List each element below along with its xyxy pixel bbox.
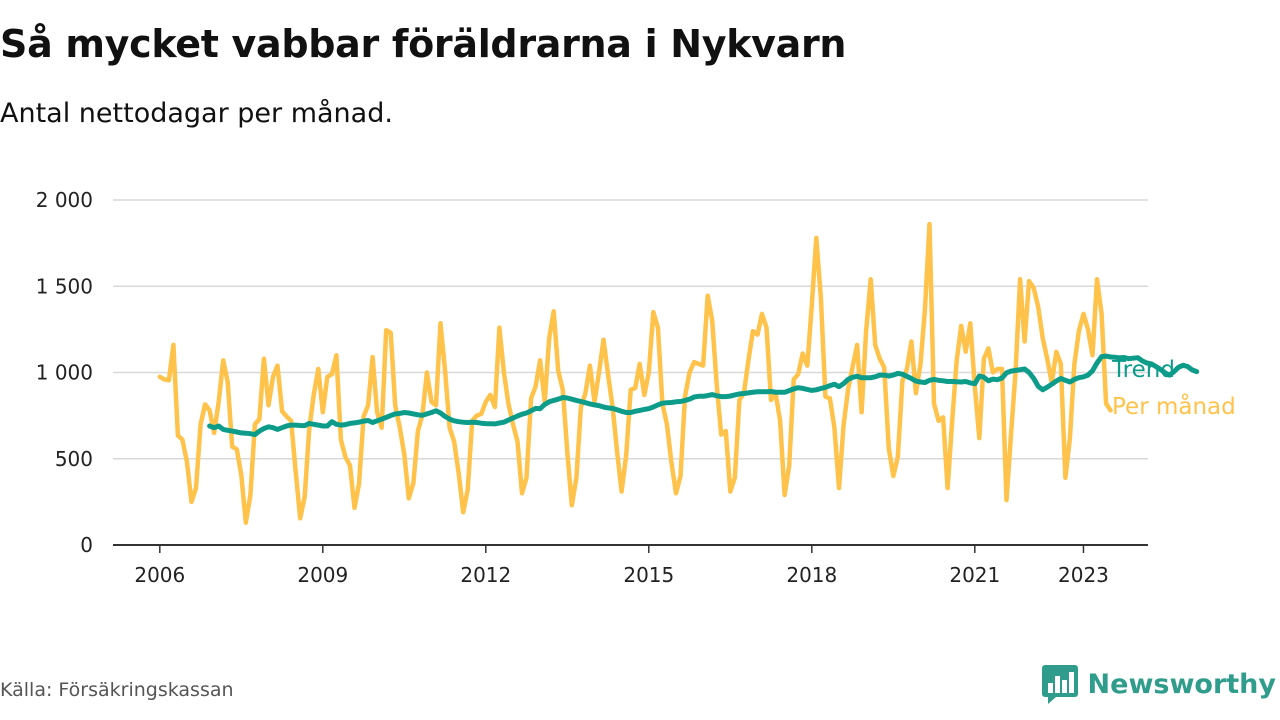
line-chart: 0 500 1 000 1 500 2 000 2006 2009 2012 2015 2018 2… [36, 188, 1236, 587]
brand-logo[interactable]: Newsworthy [1041, 664, 1276, 704]
x-tick-label: 2006 [134, 563, 185, 587]
series-label-per-month: Per månad [1112, 392, 1236, 420]
x-tick-label: 2009 [297, 563, 348, 587]
x-tick-label: 2023 [1058, 563, 1109, 587]
x-tick-label: 2015 [623, 563, 674, 587]
y-tick-label: 2 000 [36, 188, 93, 212]
x-tick-label: 2018 [786, 563, 837, 587]
y-tick-label: 0 [80, 533, 93, 557]
brand-name: Newsworthy [1087, 668, 1276, 700]
per-month-line [157, 221, 1113, 525]
x-tick-label: 2012 [460, 563, 511, 587]
page-subtitle: Antal nettodagar per månad. [0, 98, 393, 129]
source-note: Källa: Försäkringskassan [0, 679, 234, 701]
y-tick-label: 1 500 [36, 274, 93, 298]
series-lines [157, 221, 1200, 525]
page-title: Så mycket vabbar föräldrarna i Nykvarn [0, 22, 847, 66]
y-tick-label: 1 000 [36, 361, 93, 385]
axis-ticks: 0 500 1 000 1 500 2 000 2006 2009 2012 2015 2018 2… [36, 188, 1148, 587]
series-labels: Trend Per månad [1111, 357, 1236, 420]
bar-chart-logo-icon [1041, 665, 1078, 704]
series-label-trend: Trend [1111, 357, 1175, 383]
trend-line [207, 353, 1200, 438]
y-tick-label: 500 [55, 447, 93, 471]
x-tick-label: 2021 [949, 563, 1000, 587]
